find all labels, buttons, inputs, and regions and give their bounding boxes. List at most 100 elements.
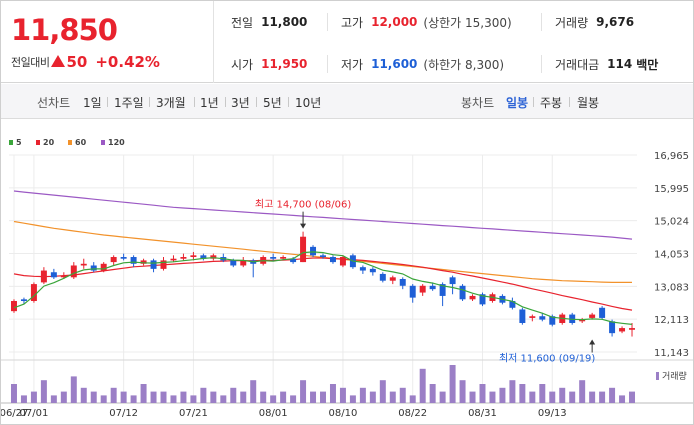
candle-body: [310, 246, 317, 256]
candle-body: [280, 257, 287, 259]
ma20-line: [13, 257, 633, 311]
legend-label: 120: [108, 138, 125, 147]
prev-close-cell: 전일 11,800: [231, 12, 307, 32]
volume-bar: [399, 387, 406, 403]
volume-bar: [619, 395, 626, 403]
y-tick-label: 13,083: [654, 282, 689, 293]
tab-daily[interactable]: 일봉: [506, 96, 529, 110]
volume-bar: [329, 384, 336, 403]
trade-value-label: 거래대금: [555, 57, 600, 72]
volume-bar: [270, 395, 277, 403]
candle-body: [150, 260, 157, 269]
legend-swatch: [36, 140, 40, 145]
change-value: 50: [66, 53, 88, 71]
volume-bar: [439, 391, 446, 403]
low-cell: 저가 11,600 (하한가 8,300): [341, 54, 504, 74]
candle-body: [110, 257, 117, 263]
volume-bar: [609, 387, 616, 403]
candle-body: [90, 265, 97, 271]
volume-bar: [300, 380, 307, 403]
candlestick-chart[interactable]: 16,965 15,995 15,024 14,053 13,083 12,113 11,1…: [0, 120, 693, 424]
volume-bar: [349, 395, 356, 403]
candle-body: [449, 277, 456, 285]
tab-1d[interactable]: 1일: [83, 96, 102, 110]
volume-bar: [220, 395, 227, 403]
candle-body: [200, 255, 207, 259]
trade-value-cell: 거래대금 114 백만: [555, 54, 658, 74]
candle-body: [379, 273, 386, 281]
prev-close-label: 전일: [231, 15, 254, 30]
volume-bar: [339, 387, 346, 403]
tab-5y[interactable]: 5년: [263, 96, 282, 110]
volume-bar: [90, 391, 97, 403]
trade-value: 114: [607, 57, 633, 71]
tab-weekly[interactable]: 주봉: [540, 96, 563, 110]
candle-body: [419, 285, 426, 293]
legend-label: 5: [16, 138, 22, 147]
volume-bar: [70, 376, 77, 403]
volume-bar: [20, 395, 27, 403]
quote-panel: 11,850 전일대비 50 +0.42% 전일 11,800 시가 11,95…: [1, 1, 693, 83]
high-label: 고가: [341, 15, 364, 30]
volume-bar: [310, 391, 317, 403]
volume-bar: [469, 391, 476, 403]
candle-body: [320, 255, 326, 258]
volume-bar: [60, 391, 67, 403]
tab-1w[interactable]: 1주일: [114, 96, 144, 110]
volume-bar: [359, 387, 366, 403]
tab-10y[interactable]: 10년: [295, 96, 322, 110]
current-price: 11,850: [11, 13, 118, 47]
volume-bar: [389, 391, 396, 403]
legend-label: 60: [75, 138, 87, 147]
candle-body: [359, 267, 366, 271]
candle-body: [100, 263, 107, 271]
tab-separator: [569, 97, 570, 107]
tab-monthly[interactable]: 월봉: [577, 96, 600, 110]
volume-value: 9,676: [596, 15, 635, 29]
tab-separator: [533, 97, 534, 107]
volume-legend-label: 거래량: [662, 370, 687, 382]
candle-body: [50, 272, 57, 278]
volume-bar: [499, 387, 506, 403]
tab-3m[interactable]: 3개월: [156, 96, 186, 110]
candle-body: [210, 255, 217, 259]
candle-body: [539, 316, 546, 320]
candle-body: [529, 316, 536, 318]
candle-body: [439, 284, 446, 296]
candle-body: [160, 260, 167, 269]
y-tick-label: 14,053: [654, 250, 689, 261]
volume-bar: [170, 395, 177, 403]
period-tab-bar: 선차트 1일 1주일 3개월 1년 3년 5년 10년 봉차트 일봉 주봉 월봉: [1, 84, 693, 119]
change-row: 전일대비 50 +0.42%: [11, 53, 160, 71]
volume-bar: [240, 391, 247, 403]
upper-limit: (상한가 15,300): [423, 15, 512, 30]
change-percent: +0.42%: [95, 53, 160, 71]
candle-body: [479, 294, 486, 305]
high-annotation: 최고 14,700 (08/06): [255, 199, 351, 211]
volume-bar: [50, 395, 57, 403]
tab-separator: [194, 97, 195, 107]
trade-value-unit: 백만: [636, 57, 659, 72]
candle-body: [369, 268, 376, 273]
volume-bar: [599, 391, 606, 403]
tab-3y[interactable]: 3년: [231, 96, 250, 110]
volume-bar: [290, 395, 297, 403]
candle-body: [339, 257, 346, 266]
volume-bar: [629, 391, 636, 403]
line-chart-label: 선차트: [37, 96, 71, 110]
chart-area[interactable]: 16,965 15,995 15,024 14,053 13,083 12,113 11,1…: [0, 120, 693, 424]
candle-body: [40, 270, 47, 283]
candle-body: [120, 257, 127, 259]
ma60-line: [13, 220, 632, 283]
volume-bar: [409, 395, 416, 403]
ma5-line: [13, 251, 633, 325]
volume-bar: [419, 368, 426, 403]
volume-bar: [449, 365, 456, 403]
tab-separator: [288, 97, 289, 107]
volume-bar: [120, 391, 127, 403]
prev-close-value: 11,800: [261, 15, 308, 29]
tab-1y[interactable]: 1년: [200, 96, 219, 110]
low-annotation: 최저 11,600 (09/19): [499, 353, 595, 365]
x-tick-label: 07/01: [20, 408, 49, 419]
volume-bar: [230, 387, 237, 403]
